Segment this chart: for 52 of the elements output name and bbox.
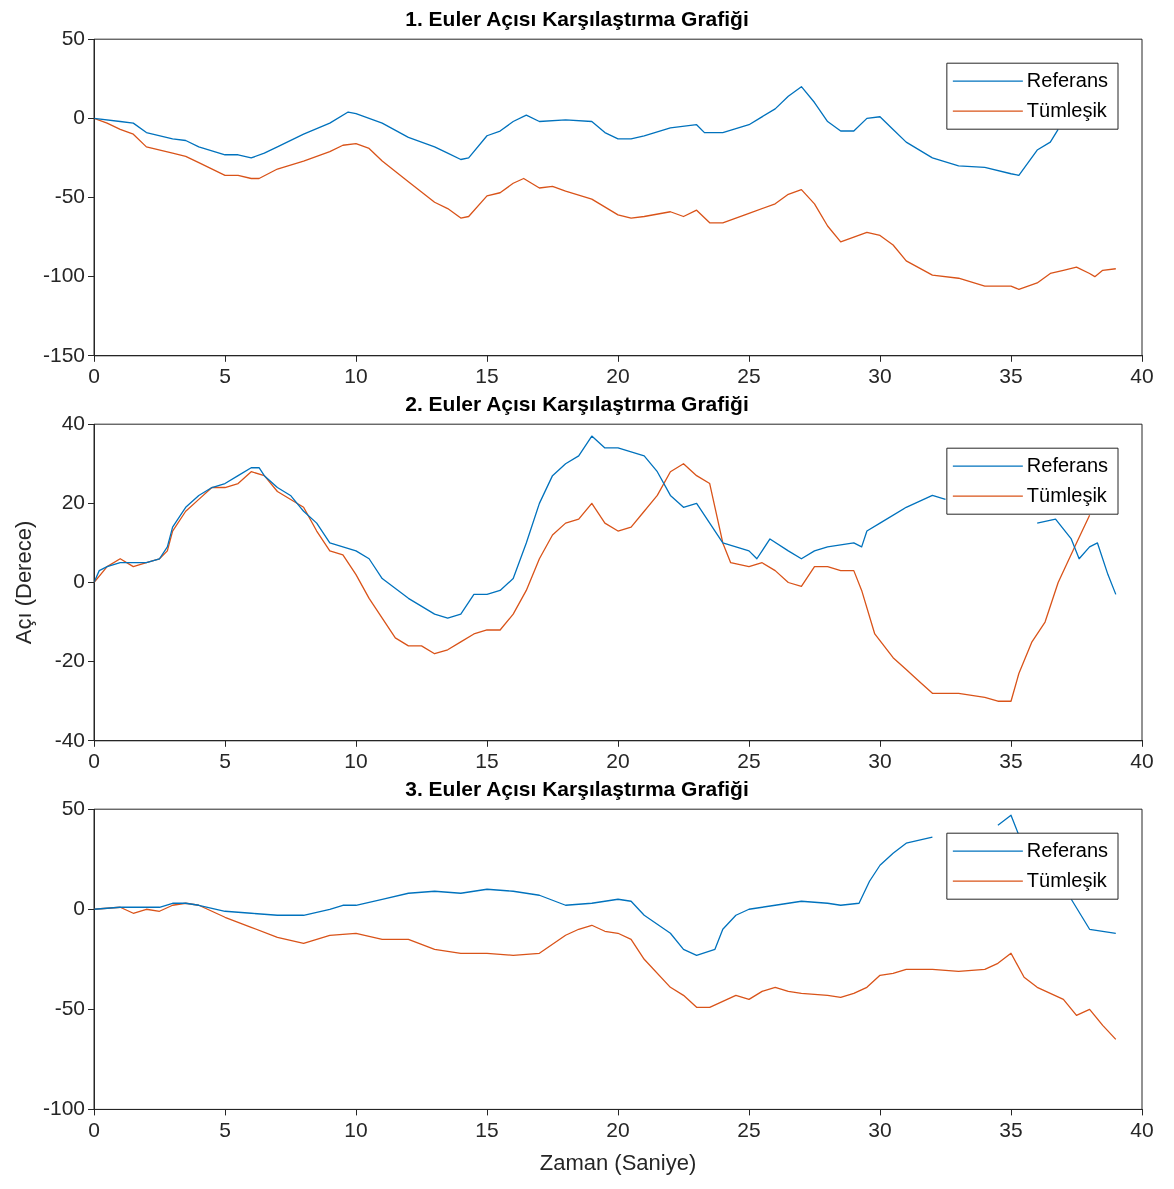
x-tick-label: 35 [999,1117,1023,1141]
x-tick-label: 25 [737,364,761,388]
x-tick-label: 0 [88,749,100,773]
x-tick-label: 15 [475,364,499,388]
x-tick-label: 25 [737,749,761,773]
x-tick-label: 30 [868,749,892,773]
x-tick-label: 5 [219,749,231,773]
legend-label: Referans [1026,838,1108,861]
y-tick-label: 40 [61,411,85,434]
legend-label: Tümleşik [1026,98,1108,121]
legend-label: Referans [1026,453,1108,476]
y-tick-label: -150 [42,342,85,366]
x-tick-label: 15 [475,749,499,773]
legend-label: Tümleşik [1026,868,1108,891]
y-tick-label: -50 [54,184,85,208]
x-tick-label: 35 [999,749,1023,773]
x-axis-title: Zaman (Saniye) [539,1149,697,1175]
y-tick-label: 0 [73,569,85,593]
x-tick-label: 10 [344,364,368,388]
x-tick-label: 20 [606,1117,630,1141]
y-axis-title: Açı (Derece) [11,520,37,645]
x-tick-label: 20 [606,749,630,773]
y-tick-label: -100 [42,263,85,287]
y-tick-label: 20 [61,490,85,514]
chart-title: 1. Euler Açısı Karşılaştırma Grafiği [405,7,749,31]
y-tick-label: 0 [73,896,85,920]
x-tick-label: 0 [88,1117,100,1141]
y-tick-label: -50 [54,996,85,1020]
x-tick-label: 35 [999,364,1023,388]
y-tick-label: 50 [61,26,85,49]
y-tick-label: 50 [61,796,85,819]
x-tick-label: 30 [868,1117,892,1141]
x-tick-label: 0 [88,364,100,388]
x-tick-label: 15 [475,1117,499,1141]
x-tick-label: 5 [219,1117,231,1141]
legend-label: Referans [1026,68,1108,91]
x-tick-label: 10 [344,1117,368,1141]
y-tick-label: 0 [73,105,85,129]
y-tick-label: -100 [42,1096,85,1120]
y-tick-label: -40 [54,727,85,751]
x-tick-label: 40 [1130,749,1154,773]
x-tick-label: 10 [344,749,368,773]
x-tick-label: 5 [219,364,231,388]
y-tick-label: -20 [54,648,85,672]
legend-label: Tümleşik [1026,483,1108,506]
x-tick-label: 20 [606,364,630,388]
x-tick-label: 40 [1130,1117,1154,1141]
x-tick-label: 25 [737,1117,761,1141]
x-tick-label: 30 [868,364,892,388]
chart-title: 3. Euler Açısı Karşılaştırma Grafiği [405,777,749,801]
chart-title: 2. Euler Açısı Karşılaştırma Grafiği [405,392,749,416]
x-tick-label: 40 [1130,364,1154,388]
